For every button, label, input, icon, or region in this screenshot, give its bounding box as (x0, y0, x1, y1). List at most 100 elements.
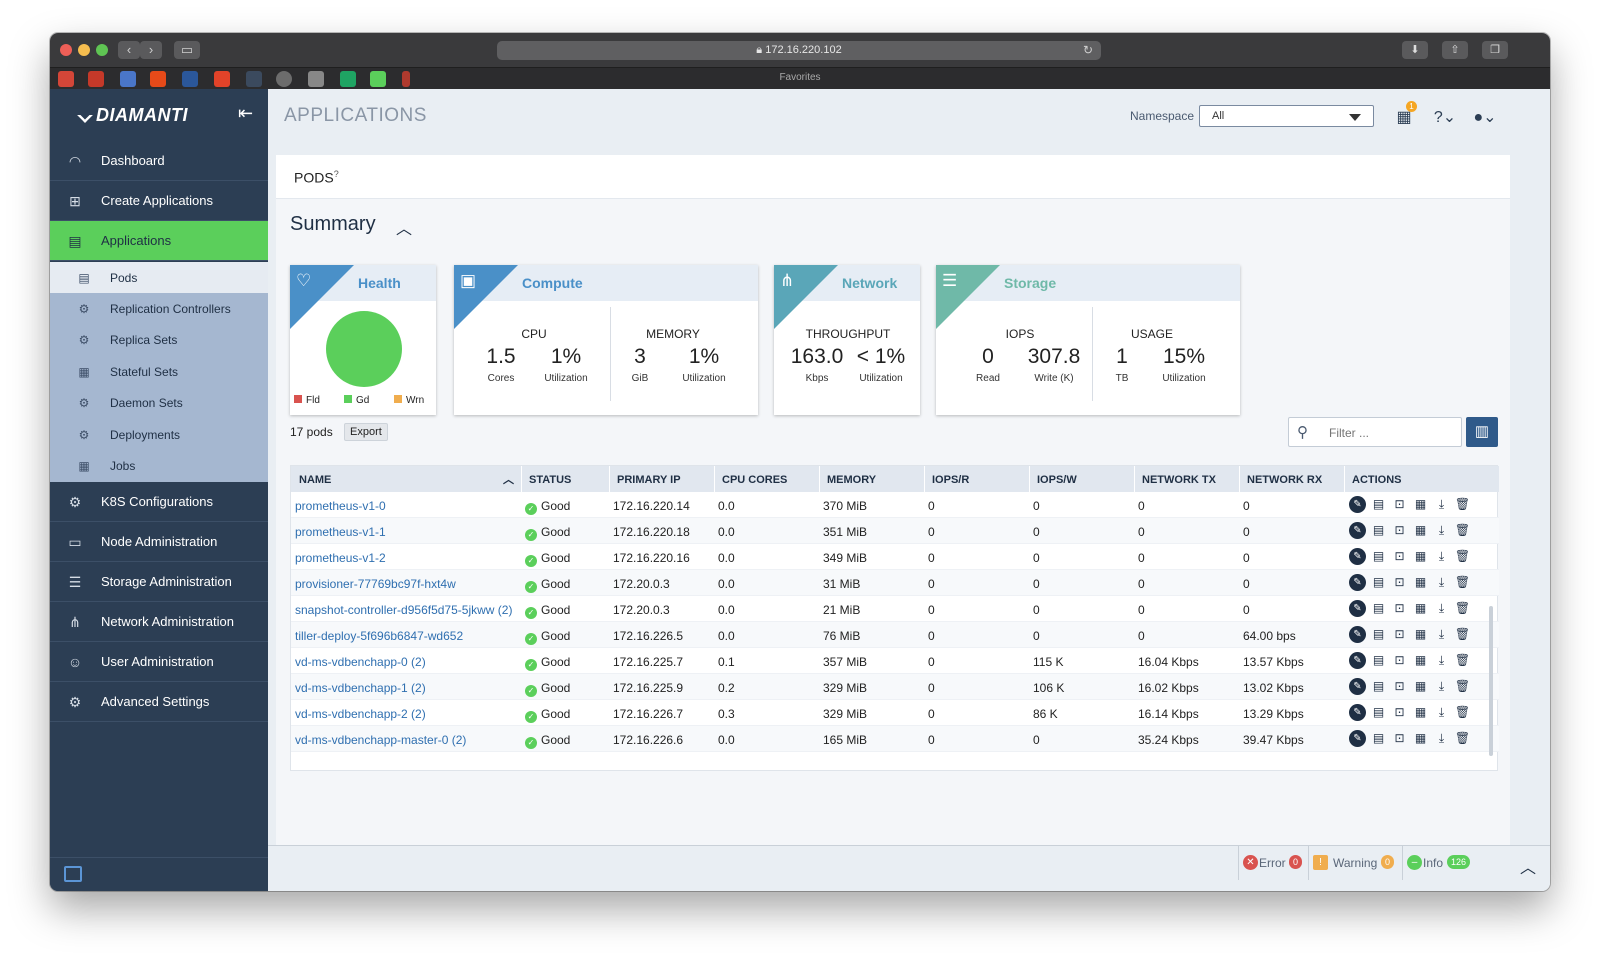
download-icon[interactable]: ⤓ (1438, 653, 1445, 667)
pod-name-link[interactable]: snapshot-controller-d956f5d75-5jkww (2) (295, 603, 513, 617)
stats-icon[interactable]: ▦ (1414, 549, 1427, 563)
logs-icon[interactable]: ▤ (1372, 549, 1385, 563)
sidebar-item-node-administration[interactable]: ▭ Node Administration (50, 522, 268, 562)
terminal-icon[interactable]: ⊡ (1394, 497, 1405, 511)
logs-icon[interactable]: ▤ (1372, 523, 1385, 537)
app-favicon-icon[interactable] (370, 71, 386, 87)
edit-icon[interactable]: ✎ (1349, 730, 1366, 747)
trash-icon[interactable]: 🗑︎ (1454, 705, 1471, 719)
terminal-icon[interactable]: ⊡ (1394, 523, 1405, 537)
sidebar-item-advanced-settings[interactable]: ⚙ Advanced Settings (50, 682, 268, 722)
edit-icon[interactable]: ✎ (1349, 496, 1366, 513)
calendar-icon[interactable] (64, 866, 82, 882)
warning-status[interactable]: ! Warning 0 (1308, 846, 1400, 880)
logs-icon[interactable]: ▤ (1372, 575, 1385, 589)
calendar-favicon-icon[interactable] (120, 71, 136, 87)
stats-icon[interactable]: ▦ (1414, 627, 1427, 641)
sidebar-item-k8s-configurations[interactable]: ⚙ K8S Configurations (50, 482, 268, 522)
edit-icon[interactable]: ✎ (1349, 600, 1366, 617)
close-window-button[interactable] (60, 44, 72, 56)
stats-icon[interactable]: ▦ (1414, 575, 1427, 589)
sidebar-item-applications[interactable]: ▤ Applications (50, 221, 268, 261)
sidebar-subitem-replication-controllers[interactable]: ⚙ Replication Controllers (50, 293, 268, 324)
edit-icon[interactable]: ✎ (1349, 626, 1366, 643)
sidebar-subitem-deployments[interactable]: ⚙ Deployments (50, 419, 268, 450)
terminal-icon[interactable]: ⊡ (1394, 731, 1405, 745)
edit-icon[interactable]: ✎ (1349, 548, 1366, 565)
pod-name-link[interactable]: tiller-deploy-5f696b6847-wd652 (295, 629, 464, 643)
pod-name-link[interactable]: vd-ms-vdbenchapp-0 (2) (295, 655, 426, 669)
col-cpu-cores[interactable]: CPU CORES (722, 474, 788, 486)
tabs-icon[interactable]: ❐ (1482, 41, 1508, 59)
sidebar-subitem-jobs[interactable]: ▦ Jobs (50, 450, 268, 481)
column-settings-button[interactable]: ▥ (1466, 417, 1498, 447)
sidebar-subitem-pods[interactable]: ▤ Pods (50, 262, 268, 293)
pod-name-link[interactable]: provisioner-77769bc97f-hxt4w (295, 577, 456, 591)
trash-icon[interactable]: 🗑︎ (1454, 549, 1471, 563)
col-memory[interactable]: MEMORY (827, 474, 877, 486)
sidebar-item-storage-administration[interactable]: ☰ Storage Administration (50, 562, 268, 602)
pod-name-link[interactable]: prometheus-v1-1 (295, 525, 386, 539)
download-icon[interactable]: ⤓ (1438, 679, 1445, 693)
chevron-up-icon[interactable]: ︿ (1520, 860, 1537, 877)
export-button[interactable]: Export (344, 423, 388, 441)
pod-name-link[interactable]: prometheus-v1-0 (295, 499, 386, 513)
sidebar-item-create-applications[interactable]: ⊞ Create Applications (50, 181, 268, 221)
trash-icon[interactable]: 🗑︎ (1454, 627, 1471, 641)
gmail-favicon-icon[interactable] (88, 71, 104, 87)
app-favicon-icon[interactable] (246, 71, 262, 87)
download-icon[interactable]: ⤓ (1438, 705, 1445, 719)
logs-icon[interactable]: ▤ (1372, 653, 1385, 667)
sidebar-subitem-stateful-sets[interactable]: ▦ Stateful Sets (50, 356, 268, 387)
minimize-window-button[interactable] (78, 44, 90, 56)
stats-icon[interactable]: ▦ (1414, 653, 1427, 667)
stats-icon[interactable]: ▦ (1414, 601, 1427, 615)
chevron-up-icon[interactable]: ︿ (396, 221, 413, 238)
download-icon[interactable]: ⤓ (1438, 575, 1445, 589)
sidebar-item-user-administration[interactable]: ☺ User Administration (50, 642, 268, 682)
logs-icon[interactable]: ▤ (1372, 497, 1385, 511)
download-icon[interactable]: ⤓ (1438, 523, 1445, 537)
logs-icon[interactable]: ▤ (1372, 705, 1385, 719)
drive-favicon-icon[interactable] (150, 71, 166, 87)
pod-name-link[interactable]: prometheus-v1-2 (295, 551, 386, 565)
filter-input[interactable] (1329, 424, 1453, 442)
stats-icon[interactable]: ▦ (1414, 705, 1427, 719)
collapse-menu-icon[interactable]: ⇤ (238, 103, 254, 123)
app-favicon-icon[interactable] (276, 71, 292, 87)
sort-asc-icon[interactable]: ︿ (503, 474, 514, 486)
logs-icon[interactable]: ▤ (1372, 627, 1385, 641)
edit-icon[interactable]: ✎ (1349, 652, 1366, 669)
trash-icon[interactable]: 🗑︎ (1454, 497, 1471, 511)
trash-icon[interactable]: 🗑︎ (1454, 679, 1471, 693)
help-icon[interactable]: ?⌄ (1433, 109, 1457, 126)
terminal-icon[interactable]: ⊡ (1394, 549, 1405, 563)
share-icon[interactable]: ⇧ (1442, 41, 1468, 59)
trash-icon[interactable]: 🗑︎ (1454, 731, 1471, 745)
sidebar-toggle-icon[interactable]: ▭ (174, 41, 200, 59)
download-icon[interactable]: ⤓ (1438, 731, 1445, 745)
error-status[interactable]: ✕ Error 0 (1238, 846, 1306, 880)
stats-icon[interactable]: ▦ (1414, 679, 1427, 693)
col-network-rx[interactable]: NETWORK RX (1247, 474, 1323, 486)
logs-icon[interactable]: ▤ (1372, 601, 1385, 615)
table-scrollbar[interactable] (1489, 606, 1493, 756)
namespace-select[interactable]: All (1199, 105, 1374, 127)
download-icon[interactable]: ⤓ (1438, 549, 1445, 563)
terminal-icon[interactable]: ⊡ (1394, 575, 1405, 589)
trash-icon[interactable]: 🗑︎ (1454, 575, 1471, 589)
logs-icon[interactable]: ▤ (1372, 679, 1385, 693)
terminal-icon[interactable]: ⊡ (1394, 653, 1405, 667)
col-network-tx[interactable]: NETWORK TX (1142, 474, 1216, 486)
gitlab-favicon-icon[interactable] (214, 71, 230, 87)
download-icon[interactable]: ⤓ (1438, 497, 1445, 511)
edit-icon[interactable]: ✎ (1349, 704, 1366, 721)
sidebar-item-network-administration[interactable]: ⋔ Network Administration (50, 602, 268, 642)
reload-icon[interactable]: ↻ (1082, 43, 1093, 57)
sidebar-subitem-daemon-sets[interactable]: ⚙ Daemon Sets (50, 387, 268, 418)
terminal-icon[interactable]: ⊡ (1394, 627, 1405, 641)
pod-name-link[interactable]: vd-ms-vdbenchapp-1 (2) (295, 681, 426, 695)
filter-field[interactable]: ⚲ (1288, 417, 1462, 447)
col-status[interactable]: STATUS (529, 474, 572, 486)
terminal-icon[interactable]: ⊡ (1394, 705, 1405, 719)
